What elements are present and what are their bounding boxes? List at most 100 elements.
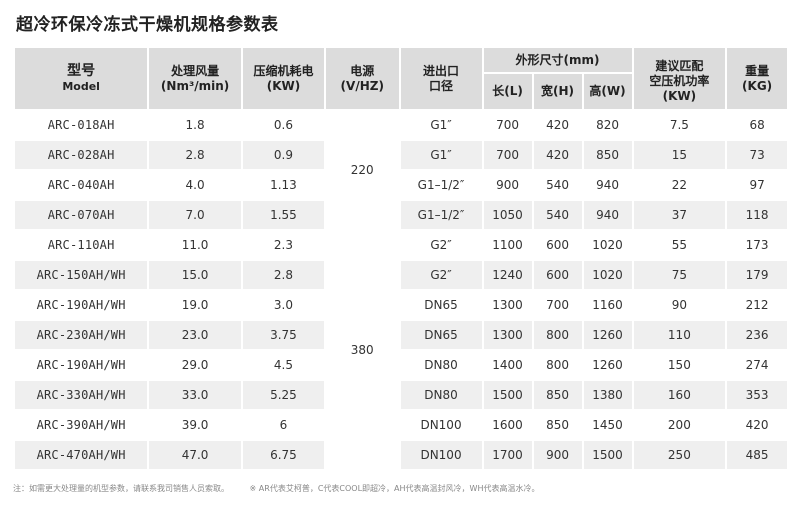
cell-compressor: 90 [633,291,726,319]
cell-weight: 73 [727,141,787,169]
header-width: 宽(H) [533,74,582,109]
cell-compressor: 110 [633,321,726,349]
header-port: 进出口 口径 [400,48,482,109]
table-row: ARC-190AH/WH 19.0 3.0 DN65 1300 700 1160 90 212 [15,291,787,319]
cell-weight: 173 [727,231,787,259]
cell-length: 1240 [483,261,532,289]
cell-length: 1400 [483,351,532,379]
cell-width: 850 [533,411,582,439]
cell-airflow: 15.0 [149,261,241,289]
cell-width: 900 [533,441,582,469]
cell-weight: 118 [727,201,787,229]
table-row: ARC-070AH 7.0 1.55 G1–1/2″ 1050 540 940 37 118 [15,201,787,229]
cell-height: 1450 [583,411,632,439]
header-weight-label: 重量 [745,63,770,78]
cell-power: 3.75 [242,321,324,349]
cell-compressor: 37 [633,201,726,229]
cell-port: G1–1/2″ [400,171,482,199]
cell-power: 4.5 [242,351,324,379]
cell-airflow: 7.0 [149,201,241,229]
header-airflow-unit: (Nm³/min) [160,78,230,93]
cell-power: 0.6 [242,111,324,139]
cell-weight: 485 [727,441,787,469]
header-supply-label: 电源 [350,63,375,78]
cell-width: 420 [533,141,582,169]
cell-weight: 212 [727,291,787,319]
cell-height: 1500 [583,441,632,469]
header-airflow-label: 处理风量 [171,63,220,78]
table-row: ARC-018AH 1.8 0.6 220 G1″ 700 420 820 7.5 68 [15,111,787,229]
cell-airflow: 1.8 [149,111,241,139]
cell-port: DN80 [400,351,482,379]
cell-voltage: 220 [325,111,399,229]
cell-compressor: 150 [633,351,726,379]
cell-height: 1020 [583,231,632,259]
cell-port: G2″ [400,261,482,289]
cell-height: 820 [583,111,632,139]
cell-port: DN65 [400,291,482,319]
cell-height: 1260 [583,351,632,379]
cell-length: 900 [483,171,532,199]
header-airflow: 处理风量 (Nm³/min) [149,48,241,109]
cell-airflow: 11.0 [149,231,241,259]
cell-port: G2″ [400,231,482,259]
header-weight: 重量 (KG) [727,48,787,109]
cell-compressor: 7.5 [633,111,726,139]
cell-length: 1300 [483,291,532,319]
cell-height: 1260 [583,321,632,349]
cell-airflow: 2.8 [149,141,241,169]
table-row: ARC-230AH/WH 23.0 3.75 DN65 1300 800 1260 110 23… [15,321,787,349]
cell-airflow: 33.0 [149,381,241,409]
cell-compressor: 160 [633,381,726,409]
header-compressor-label2: 空压机功率 [649,74,710,88]
cell-width: 800 [533,321,582,349]
cell-compressor: 200 [633,411,726,439]
cell-compressor: 15 [633,141,726,169]
cell-power: 2.3 [242,231,324,259]
header-dims: 外形尺寸(mm) [483,48,632,72]
cell-power: 1.55 [242,201,324,229]
cell-model: ARC-110AH [15,231,148,259]
header-model: 型号 Model [15,48,148,109]
header-compressor-label: 建议匹配 [655,59,704,73]
table-row: ARC-390AH/WH 39.0 6 DN100 1600 850 1450 200 420 [15,411,787,439]
cell-length: 1500 [483,381,532,409]
cell-model: ARC-018AH [15,111,148,139]
header-supply: 电源 (V/HZ) [325,48,399,109]
header-height: 高(W) [583,74,632,109]
cell-airflow: 4.0 [149,171,241,199]
table-row: ARC-330AH/WH 33.0 5.25 DN80 1500 850 1380 160 35… [15,381,787,409]
header-power-unit: (KW) [266,78,301,93]
cell-compressor: 22 [633,171,726,199]
cell-weight: 236 [727,321,787,349]
cell-model: ARC-470AH/WH [15,441,148,469]
table-row: ARC-190AH/WH 29.0 4.5 DN80 1400 800 1260 150 274 [15,351,787,379]
cell-length: 1300 [483,321,532,349]
cell-port: G1–1/2″ [400,201,482,229]
footnote-2: ※ AR代表艾柯普，C代表COOL即超冷，AH代表高温封风冷，WH代表高温水冷。 [249,484,540,493]
table-row: ARC-150AH/WH 15.0 2.8 G2″ 1240 600 1020 75 179 [15,261,787,289]
footnotes: 注：如需更大处理量的机型参数，请联系我司销售人员索取。 ※ AR代表艾柯普，C代… [13,483,539,494]
cell-model: ARC-190AH/WH [15,291,148,319]
cell-length: 1100 [483,231,532,259]
cell-model: ARC-390AH/WH [15,411,148,439]
cell-weight: 179 [727,261,787,289]
cell-width: 540 [533,171,582,199]
cell-power: 6.75 [242,441,324,469]
cell-height: 850 [583,141,632,169]
cell-model: ARC-190AH/WH [15,351,148,379]
cell-weight: 97 [727,171,787,199]
cell-airflow: 19.0 [149,291,241,319]
cell-height: 1160 [583,291,632,319]
cell-weight: 68 [727,111,787,139]
header-port-label: 进出口 [423,63,460,78]
cell-model: ARC-028AH [15,141,148,169]
header-model-en: Model [62,79,100,93]
cell-width: 420 [533,111,582,139]
cell-compressor: 75 [633,261,726,289]
cell-length: 700 [483,111,532,139]
header-length: 长(L) [483,74,532,109]
cell-power: 6 [242,411,324,439]
cell-port: DN80 [400,381,482,409]
header-model-label: 型号 [67,62,96,79]
